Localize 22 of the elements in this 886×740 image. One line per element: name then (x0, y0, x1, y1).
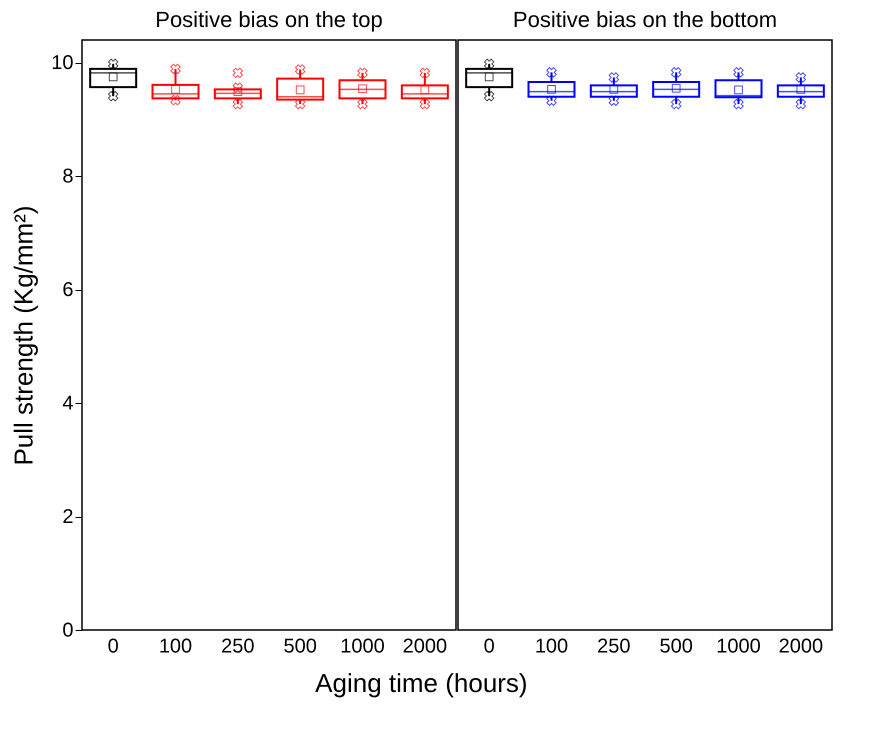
x-tick-label: 100 (158, 636, 192, 658)
x-tick-label: 100 (534, 636, 568, 658)
y-tick-label: 0 (62, 620, 74, 642)
x-tick-label: 0 (108, 636, 119, 658)
x-tick-label: 1000 (716, 636, 761, 658)
y-tick-label: 4 (62, 392, 74, 415)
x-tick-label: 0 (484, 636, 495, 658)
x-tick-label: 250 (597, 636, 631, 658)
x-tick-label: 500 (283, 636, 317, 658)
x-axis-title: Aging time (hours) (315, 668, 528, 698)
chart-title: Positive bias on the top (155, 7, 383, 32)
y-tick-label: 8 (62, 166, 74, 188)
x-tick-label: 2000 (402, 636, 448, 658)
y-tick-label: 2 (62, 506, 74, 528)
x-tick-label: 2000 (778, 636, 824, 658)
x-tick-label: 250 (221, 636, 255, 658)
y-tick-label: 10 (51, 52, 74, 74)
chart-title: Positive bias on the bottom (512, 7, 778, 32)
x-tick-label: 500 (659, 636, 693, 658)
y-axis-title: Pull strength (Kg/mm²) (8, 205, 38, 466)
x-tick-label: 1000 (340, 636, 385, 658)
y-tick-label: 6 (62, 279, 74, 302)
